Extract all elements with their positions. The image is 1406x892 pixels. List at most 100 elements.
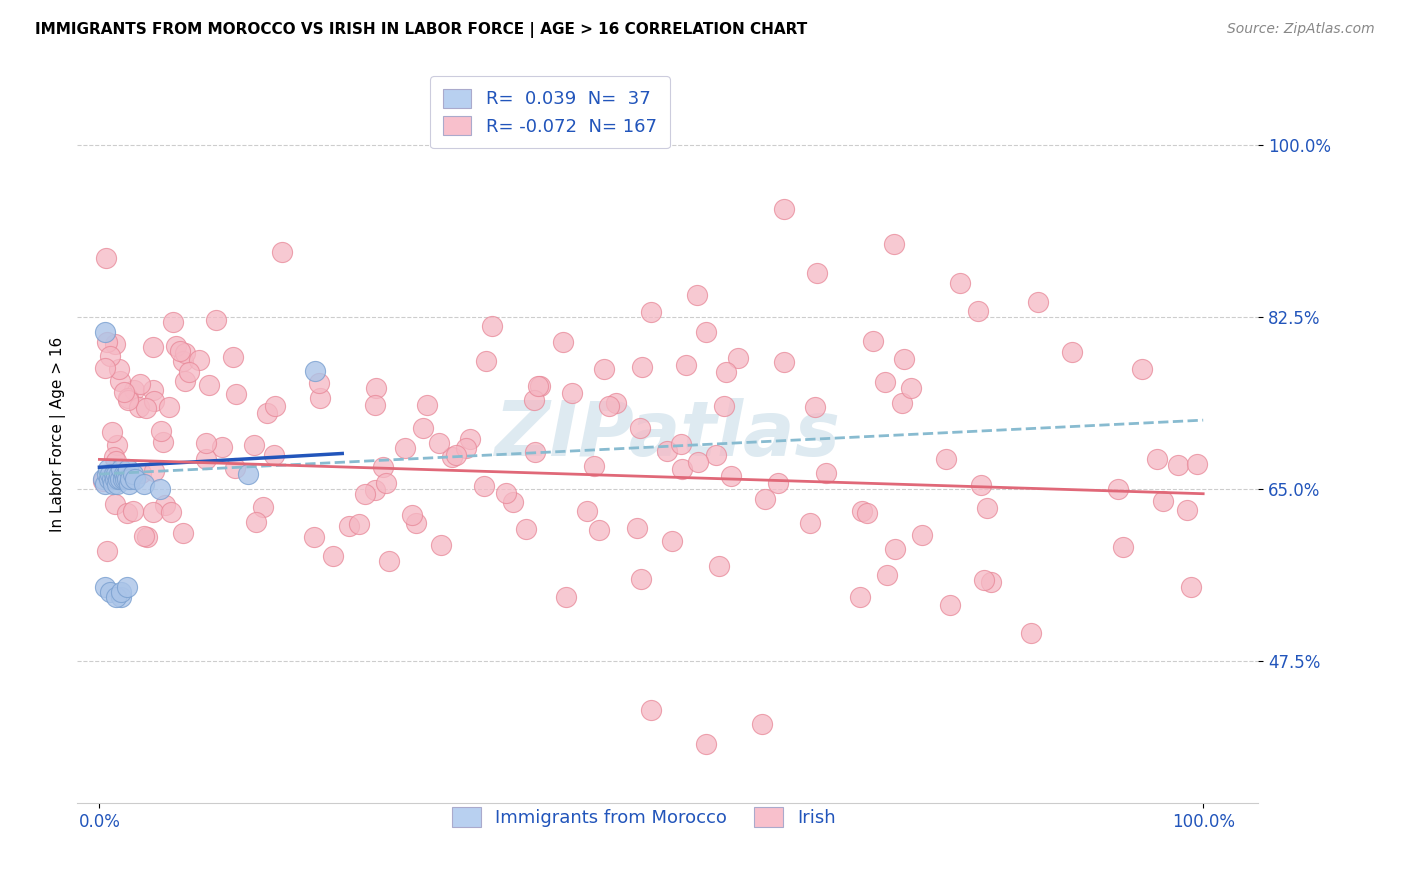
Point — [93, 360, 115, 375]
Point — [172, 526, 194, 541]
Point — [980, 574, 1002, 589]
Point — [727, 351, 749, 366]
Point — [405, 516, 427, 530]
Point — [630, 360, 652, 375]
Point — [1185, 457, 1208, 471]
Point — [142, 464, 165, 478]
Point — [1175, 503, 1198, 517]
Point — [848, 590, 870, 604]
Point — [628, 421, 651, 435]
Point — [117, 391, 139, 405]
Point — [529, 379, 551, 393]
Point — [675, 358, 697, 372]
Point — [1146, 452, 1168, 467]
Point — [378, 554, 401, 568]
Point — [970, 478, 993, 492]
Point — [302, 530, 325, 544]
Point — [561, 386, 583, 401]
Point — [309, 391, 332, 405]
Point — [98, 349, 121, 363]
Point — [458, 432, 481, 446]
Point — [122, 504, 145, 518]
Point — [891, 396, 914, 410]
Point — [94, 325, 117, 339]
Point — [430, 538, 453, 552]
Point — [142, 383, 165, 397]
Point — [242, 437, 264, 451]
Point — [515, 522, 537, 536]
Point — [94, 580, 117, 594]
Point — [165, 338, 187, 352]
Point — [122, 383, 145, 397]
Point — [900, 380, 922, 394]
Point — [162, 315, 184, 329]
Point — [221, 350, 243, 364]
Point — [640, 305, 662, 319]
Point — [153, 498, 176, 512]
Point — [704, 448, 727, 462]
Point — [374, 475, 396, 490]
Point — [481, 319, 503, 334]
Point — [135, 530, 157, 544]
Point — [440, 450, 463, 464]
Point — [883, 541, 905, 556]
Point — [105, 438, 128, 452]
Point — [104, 472, 127, 486]
Point — [98, 472, 121, 486]
Point — [754, 491, 776, 506]
Point — [364, 381, 387, 395]
Point — [187, 353, 209, 368]
Point — [766, 475, 789, 490]
Point — [224, 461, 246, 475]
Point — [104, 467, 127, 482]
Point — [364, 398, 387, 412]
Point — [304, 364, 326, 378]
Point — [444, 448, 467, 462]
Point — [115, 506, 138, 520]
Point — [1026, 295, 1049, 310]
Point — [108, 374, 131, 388]
Point — [194, 451, 217, 466]
Point — [263, 448, 285, 462]
Point — [911, 528, 934, 542]
Point — [523, 445, 546, 459]
Point — [695, 737, 717, 751]
Point — [117, 462, 139, 476]
Point — [605, 396, 627, 410]
Point — [110, 462, 132, 476]
Text: ZIPatlas: ZIPatlas — [495, 398, 841, 472]
Text: Source: ZipAtlas.com: Source: ZipAtlas.com — [1227, 22, 1375, 37]
Point — [103, 450, 125, 464]
Point — [575, 504, 598, 518]
Point — [522, 392, 544, 407]
Point — [107, 361, 129, 376]
Point — [695, 325, 717, 339]
Point — [349, 517, 371, 532]
Point — [97, 462, 120, 476]
Point — [688, 455, 710, 469]
Point — [211, 440, 233, 454]
Point — [949, 276, 972, 290]
Point — [583, 459, 606, 474]
Point — [456, 441, 478, 455]
Point — [245, 516, 267, 530]
Point — [134, 529, 156, 543]
Point — [101, 425, 124, 440]
Point — [883, 236, 905, 251]
Point — [308, 376, 330, 390]
Point — [588, 523, 610, 537]
Point — [495, 486, 517, 500]
Point — [110, 472, 132, 486]
Point — [121, 467, 143, 482]
Point — [252, 500, 274, 515]
Point — [128, 400, 150, 414]
Point — [1019, 625, 1042, 640]
Point — [114, 472, 136, 486]
Point — [720, 468, 742, 483]
Point — [876, 568, 898, 582]
Point — [416, 398, 439, 412]
Point — [173, 346, 195, 360]
Point — [353, 487, 375, 501]
Point — [939, 599, 962, 613]
Point — [1060, 345, 1083, 359]
